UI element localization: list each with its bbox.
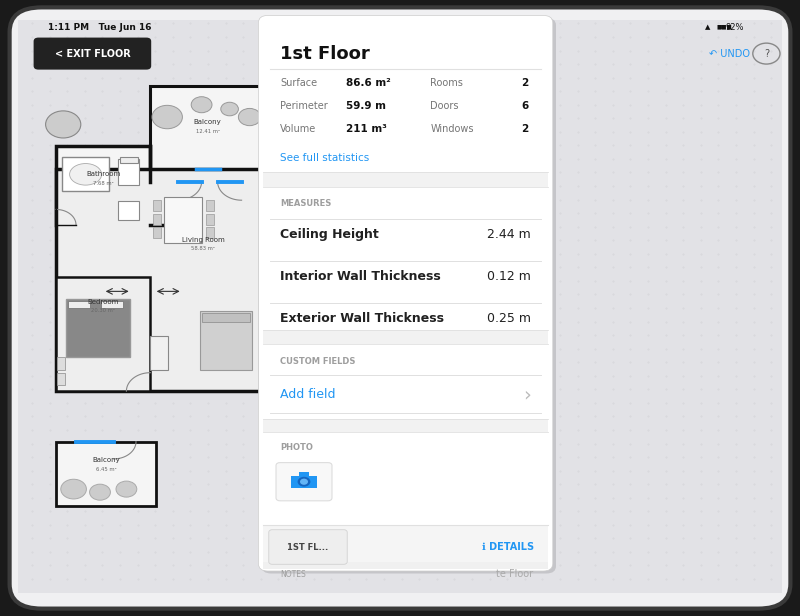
Text: ?: ? bbox=[764, 49, 769, 59]
Text: 1:11 PM   Tue Jun 16: 1:11 PM Tue Jun 16 bbox=[48, 23, 151, 31]
Text: 2: 2 bbox=[522, 124, 529, 134]
Text: 1st Floor: 1st Floor bbox=[280, 45, 370, 63]
Bar bbox=[56, 442, 156, 506]
Text: Doors: Doors bbox=[430, 101, 459, 111]
Text: NOTES: NOTES bbox=[280, 570, 306, 578]
Text: See full statistics: See full statistics bbox=[280, 153, 370, 163]
Bar bbox=[118, 159, 139, 185]
Text: te Floor: te Floor bbox=[496, 569, 533, 579]
Ellipse shape bbox=[70, 164, 102, 185]
Bar bbox=[299, 472, 309, 476]
Bar bbox=[10, 320, 16, 357]
Circle shape bbox=[152, 105, 182, 129]
Text: 12.41 m²: 12.41 m² bbox=[195, 129, 220, 134]
Circle shape bbox=[298, 477, 310, 487]
Bar bbox=[62, 157, 109, 191]
Bar bbox=[66, 299, 130, 357]
Circle shape bbox=[221, 102, 238, 116]
Text: 0.12 m: 0.12 m bbox=[487, 270, 531, 283]
Bar bbox=[56, 146, 150, 225]
Text: 92%: 92% bbox=[726, 23, 744, 31]
Bar bbox=[153, 227, 161, 238]
Text: Exterior Wall Thickness: Exterior Wall Thickness bbox=[280, 312, 444, 325]
Bar bbox=[68, 301, 90, 308]
Text: 86.6 m²: 86.6 m² bbox=[346, 78, 391, 87]
Bar bbox=[206, 214, 214, 225]
Circle shape bbox=[191, 97, 212, 113]
Text: ℹ DETAILS: ℹ DETAILS bbox=[482, 542, 534, 552]
Text: Bedroom: Bedroom bbox=[87, 299, 119, 305]
Text: 6: 6 bbox=[522, 101, 529, 111]
Text: Add field: Add field bbox=[280, 388, 335, 402]
Circle shape bbox=[61, 479, 86, 499]
Bar bbox=[263, 562, 548, 569]
Text: ■■■: ■■■ bbox=[716, 25, 732, 30]
Text: 7.68 m²: 7.68 m² bbox=[93, 181, 114, 186]
Text: ▲: ▲ bbox=[706, 24, 710, 30]
Text: Surface: Surface bbox=[280, 78, 317, 87]
Circle shape bbox=[238, 108, 261, 126]
Bar bbox=[56, 277, 150, 391]
Text: Ceiling Height: Ceiling Height bbox=[280, 228, 378, 241]
Bar bbox=[263, 419, 548, 432]
Text: ↶ UNDO: ↶ UNDO bbox=[710, 49, 750, 59]
Circle shape bbox=[46, 111, 81, 138]
Text: 2: 2 bbox=[522, 78, 529, 87]
Text: PHOTO: PHOTO bbox=[280, 443, 313, 452]
Text: Interior Wall Thickness: Interior Wall Thickness bbox=[280, 270, 441, 283]
Bar bbox=[263, 172, 548, 187]
Bar bbox=[101, 301, 123, 308]
Bar bbox=[263, 525, 548, 567]
Text: < EXIT FLOOR: < EXIT FLOOR bbox=[55, 49, 130, 59]
Text: ›: › bbox=[523, 386, 531, 404]
Bar bbox=[206, 227, 214, 238]
FancyBboxPatch shape bbox=[34, 38, 151, 70]
Bar bbox=[57, 357, 65, 370]
Bar bbox=[263, 330, 548, 344]
FancyBboxPatch shape bbox=[258, 15, 553, 571]
Text: Windows: Windows bbox=[430, 124, 474, 134]
Text: MEASURES: MEASURES bbox=[280, 200, 331, 208]
Text: 2.44 m: 2.44 m bbox=[487, 228, 531, 241]
Text: 20.30 m²: 20.30 m² bbox=[91, 309, 115, 314]
Bar bbox=[56, 169, 260, 391]
FancyBboxPatch shape bbox=[262, 18, 556, 573]
Text: Bathroom: Bathroom bbox=[86, 171, 120, 177]
Text: 58.83 m²: 58.83 m² bbox=[191, 246, 215, 251]
Circle shape bbox=[90, 484, 110, 500]
Bar bbox=[291, 476, 317, 488]
Text: Living Room: Living Room bbox=[182, 237, 224, 243]
Bar bbox=[150, 336, 168, 370]
Circle shape bbox=[300, 479, 308, 485]
Bar bbox=[200, 311, 252, 370]
Bar bbox=[118, 201, 139, 220]
Text: Balcony: Balcony bbox=[194, 119, 222, 125]
Bar bbox=[120, 157, 138, 163]
Bar bbox=[153, 214, 161, 225]
Circle shape bbox=[116, 481, 137, 497]
Text: Rooms: Rooms bbox=[430, 78, 463, 87]
Text: 59.9 m: 59.9 m bbox=[346, 101, 386, 111]
Bar bbox=[57, 373, 65, 385]
FancyBboxPatch shape bbox=[269, 530, 347, 564]
Bar bbox=[164, 197, 202, 243]
FancyBboxPatch shape bbox=[276, 463, 332, 501]
Text: 0.25 m: 0.25 m bbox=[487, 312, 531, 325]
FancyBboxPatch shape bbox=[10, 7, 790, 609]
Text: Perimeter: Perimeter bbox=[280, 101, 328, 111]
Bar bbox=[150, 86, 266, 182]
Text: Volume: Volume bbox=[280, 124, 316, 134]
Text: 6.45 m²: 6.45 m² bbox=[96, 467, 116, 472]
Text: Balcony: Balcony bbox=[92, 457, 120, 463]
Bar bbox=[202, 313, 250, 322]
Text: 211 m³: 211 m³ bbox=[346, 124, 387, 134]
Bar bbox=[153, 200, 161, 211]
Text: 1ST FL...: 1ST FL... bbox=[287, 543, 329, 551]
Bar bbox=[206, 200, 214, 211]
Text: CUSTOM FIELDS: CUSTOM FIELDS bbox=[280, 357, 355, 366]
